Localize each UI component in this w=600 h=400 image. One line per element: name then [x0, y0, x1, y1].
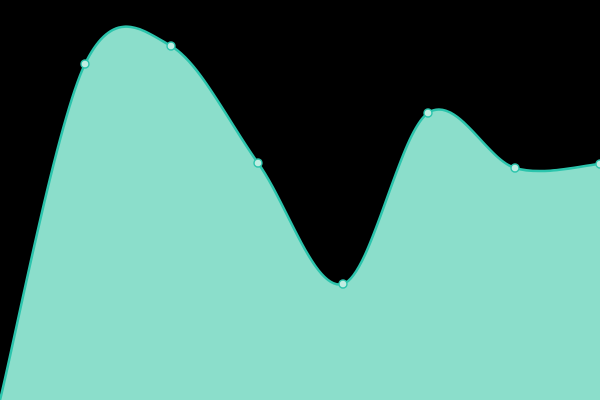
data-point-markers: [80, 41, 600, 289]
area-line-path: [0, 25, 600, 400]
data-point-marker[interactable]: [338, 279, 348, 289]
data-point-marker[interactable]: [423, 108, 433, 118]
data-point-marker[interactable]: [253, 158, 263, 168]
data-point-marker[interactable]: [510, 163, 520, 173]
data-point-marker[interactable]: [166, 41, 176, 51]
area-fill-path: [0, 26, 600, 400]
data-point-marker[interactable]: [595, 159, 600, 169]
data-point-marker[interactable]: [80, 59, 90, 69]
